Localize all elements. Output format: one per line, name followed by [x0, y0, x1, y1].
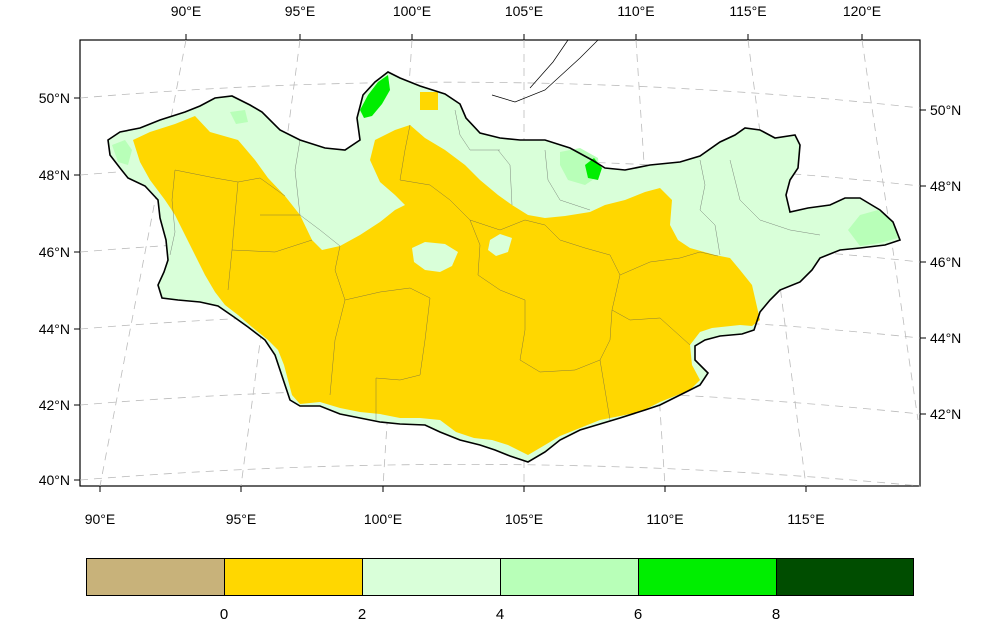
- bottom-lon-label: 115°E: [787, 511, 824, 527]
- bottom-lon-label: 100°E: [364, 511, 402, 527]
- right-lat-labels: 50°N 48°N 46°N 44°N 42°N: [930, 102, 961, 422]
- top-lon-labels: 90°E 95°E 100°E 105°E 110°E 115°E 120°E: [171, 3, 881, 19]
- region-light-green-patch: [412, 242, 458, 272]
- top-lon-label: 110°E: [617, 3, 654, 19]
- region-medium-green-4: [230, 110, 248, 124]
- left-lat-label: 50°N: [39, 90, 70, 106]
- colorbar-swatch-below-0: [86, 558, 225, 596]
- top-lon-label: 120°E: [843, 3, 881, 19]
- colorbar-tick-label: 2: [357, 606, 367, 623]
- top-lon-label: 95°E: [285, 3, 316, 19]
- left-lat-labels: 50°N 48°N 46°N 44°N 42°N 40°N: [39, 90, 70, 488]
- left-lat-label: 40°N: [39, 472, 70, 488]
- right-lat-label: 46°N: [930, 254, 961, 270]
- right-lat-label: 44°N: [930, 330, 961, 346]
- right-lat-label: 42°N: [930, 406, 961, 422]
- colorbar-tick-label: 4: [495, 606, 505, 623]
- ticks: [74, 34, 926, 492]
- region-bright-green: [360, 75, 390, 118]
- region-yellow-north: [420, 92, 438, 110]
- top-lon-label: 90°E: [171, 3, 202, 19]
- colorbar-swatch-above-8: [776, 558, 914, 596]
- region-medium-green: [848, 210, 898, 246]
- colorbar-swatch-6-8: [638, 558, 777, 596]
- country-border: [107, 71, 902, 463]
- colorbar-tick-label: 8: [771, 606, 781, 623]
- left-lat-label: 44°N: [39, 321, 70, 337]
- bottom-lon-label: 90°E: [85, 511, 116, 527]
- bottom-lon-label: 95°E: [226, 511, 257, 527]
- colorbar-swatch-0-2: [224, 558, 363, 596]
- top-lon-label: 115°E: [729, 3, 766, 19]
- bottom-lon-labels: 90°E 95°E 100°E 105°E 110°E 115°E: [85, 511, 825, 527]
- left-lat-label: 48°N: [39, 167, 70, 183]
- colorbar-tick-label: 0: [219, 606, 229, 623]
- province-borders: [169, 109, 821, 421]
- left-lat-label: 42°N: [39, 397, 70, 413]
- colorbar-tick-label: 6: [633, 606, 643, 623]
- right-lat-label: 48°N: [930, 178, 961, 194]
- neighbor-borders: [491, 39, 599, 103]
- top-lon-label: 105°E: [505, 3, 543, 19]
- right-lat-label: 50°N: [930, 102, 961, 118]
- top-lon-label: 100°E: [393, 3, 431, 19]
- region-light-green-patch2: [488, 234, 512, 256]
- region-medium-green-3: [112, 140, 132, 165]
- left-lat-label: 46°N: [39, 244, 70, 260]
- bottom-lon-label: 105°E: [505, 511, 543, 527]
- colorbar-swatch-4-6: [500, 558, 639, 596]
- region-yellow: [133, 116, 760, 455]
- bottom-lon-label: 110°E: [646, 511, 683, 527]
- colorbar-swatch-2-4: [362, 558, 501, 596]
